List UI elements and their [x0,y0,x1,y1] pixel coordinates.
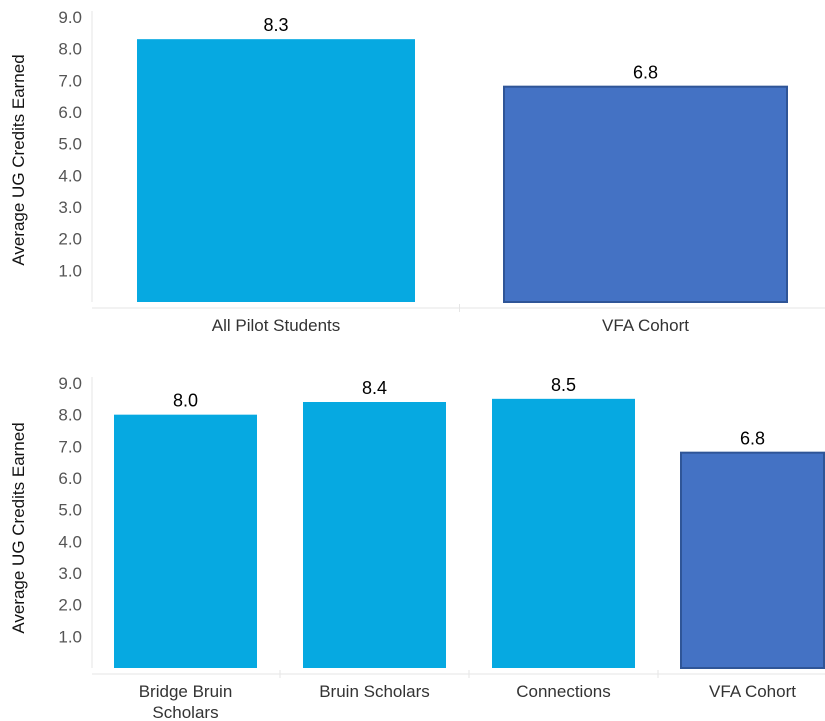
y-tick-label: 9.0 [58,374,82,393]
y-axis-label: Average UG Credits Earned [9,422,28,633]
bar [492,398,635,668]
data-label: 8.5 [551,375,576,395]
y-tick-label: 3.0 [58,198,82,217]
bar [114,414,257,668]
y-tick-label: 2.0 [58,230,82,249]
y-tick-label: 4.0 [58,532,82,551]
y-tick-label: 1.0 [58,627,82,646]
x-tick-label: VFA Cohort [709,682,796,701]
bar [303,402,446,668]
y-tick-label: 7.0 [58,437,82,456]
data-label: 8.0 [173,391,198,411]
x-tick-label: VFA Cohort [602,316,689,335]
data-label: 8.3 [263,15,288,35]
data-label: 6.8 [740,429,765,449]
bar [680,451,825,669]
y-tick-label: 1.0 [58,261,82,280]
y-tick-label: 7.0 [58,71,82,90]
bar [503,85,788,303]
y-axis-label: Average UG Credits Earned [9,54,28,265]
chart-1: 1.0 2.0 3.0 4.0 5.0 6.0 7.0 8.0 9.0 Average UG Cr… [9,8,825,335]
y-tick-label: 6.0 [58,103,82,122]
y-tick-label: 5.0 [58,135,82,154]
x-tick-label: All Pilot Students [212,316,341,335]
data-label: 8.4 [362,378,387,398]
y-tick-label: 5.0 [58,501,82,520]
chart-2: 1.0 2.0 3.0 4.0 5.0 6.0 7.0 8.0 9.0 Average UG Cr… [9,374,825,721]
y-tick-label: 2.0 [58,596,82,615]
bar [137,39,415,303]
y-tick-label: 6.0 [58,469,82,488]
x-tick-label: Bridge Bruin Scholars [139,682,233,721]
data-label: 6.8 [633,63,658,83]
x-tick-label: Bruin Scholars [319,682,430,701]
y-tick-label: 3.0 [58,564,82,583]
y-tick-label: 8.0 [58,406,82,425]
y-tick-label: 9.0 [58,8,82,27]
x-tick-label: Connections [516,682,611,701]
y-tick-label: 4.0 [58,166,82,185]
y-tick-label: 8.0 [58,40,82,59]
